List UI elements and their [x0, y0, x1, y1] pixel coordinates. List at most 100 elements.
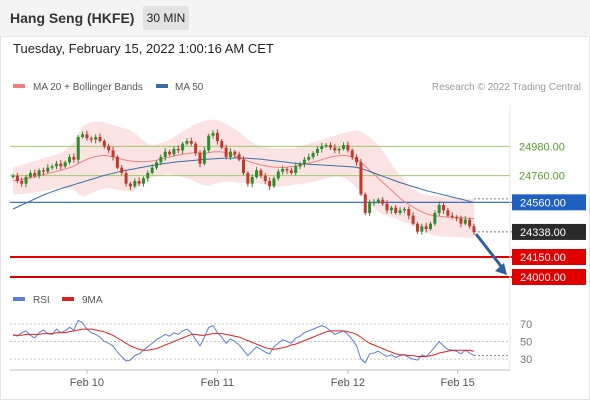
candle-body	[50, 166, 54, 168]
resistance-label: 24760.00	[519, 171, 565, 183]
candle-body	[176, 149, 180, 151]
candle-body	[59, 163, 63, 167]
candle-body	[342, 145, 346, 149]
candle-body	[424, 226, 428, 229]
candle-body	[107, 146, 111, 151]
candle-body	[368, 202, 372, 213]
candle-body	[268, 181, 272, 187]
candle-body	[442, 205, 446, 211]
candle-body	[76, 137, 80, 160]
candle-body	[376, 199, 380, 203]
candle-body	[11, 175, 15, 177]
candle-body	[394, 207, 398, 213]
instrument-title: Hang Seng (HKFE)	[10, 10, 135, 26]
candle-body	[237, 154, 241, 160]
candle-body	[120, 167, 124, 173]
candle-body	[355, 157, 359, 163]
candle-body	[211, 133, 215, 136]
candle-body	[81, 134, 85, 137]
rsi-tick-label: 50	[520, 337, 532, 349]
candle-body	[68, 157, 72, 163]
candle-body	[320, 146, 324, 149]
last-price-box	[512, 223, 586, 240]
candle-body	[215, 133, 219, 141]
candle-body	[285, 169, 289, 171]
candle-body	[33, 173, 37, 176]
pivot-label: 24560.00	[520, 197, 566, 209]
rsi-ma-legend-swatch	[62, 297, 74, 301]
candle-body	[159, 157, 163, 163]
candle-body	[250, 177, 254, 184]
candle-body	[242, 159, 245, 173]
candle-body	[41, 170, 45, 172]
x-tick-label: Feb 10	[70, 377, 104, 389]
candle-body	[20, 181, 24, 184]
candle-body	[128, 183, 132, 187]
candle-body	[294, 166, 298, 173]
candle-body	[141, 178, 145, 184]
candle-body	[311, 153, 315, 157]
bollinger-legend-label: MA 20 + Bollinger Bands	[33, 82, 143, 93]
candle-body	[255, 170, 259, 177]
support-label-box	[512, 249, 586, 265]
candle-body	[272, 178, 276, 187]
rsi-ma-line	[13, 328, 475, 357]
candle-body	[359, 162, 363, 195]
candle-body	[102, 141, 106, 147]
candle-body	[85, 134, 89, 139]
candle-body	[415, 223, 419, 232]
chart-datetime: Tuesday, February 15, 2022 1:00:16 AM CE…	[13, 41, 274, 56]
candle-body	[433, 213, 437, 224]
candle-body	[298, 163, 302, 167]
candle-body	[337, 149, 341, 151]
rsi-tick-label: 70	[520, 319, 532, 331]
rsi-legend-label: RSI	[33, 295, 50, 306]
candle-body	[181, 143, 185, 151]
candle-body	[407, 209, 411, 216]
candle-body	[402, 209, 406, 211]
rsi-tick-label: 30	[520, 354, 532, 366]
candle-body	[220, 141, 224, 148]
candle-body	[468, 219, 472, 227]
candle-body	[324, 145, 328, 147]
candle-body	[381, 199, 385, 204]
candle-body	[276, 171, 280, 179]
candle-body	[420, 226, 424, 232]
candle-body	[459, 218, 463, 224]
candle-body	[185, 141, 189, 144]
candle-body	[150, 167, 154, 173]
candle-body	[385, 203, 389, 211]
support-label-box	[512, 269, 586, 285]
candle-body	[389, 207, 393, 211]
support-label: 24150.00	[520, 252, 566, 264]
candle-body	[472, 226, 476, 232]
candle-body	[455, 217, 459, 219]
candle-body	[315, 149, 319, 153]
candle-body	[202, 150, 206, 164]
x-tick-label: Feb 11	[201, 377, 234, 389]
candle-body	[194, 143, 198, 153]
support-label: 24000.00	[520, 272, 566, 284]
candle-body	[28, 173, 32, 177]
candle-body	[450, 215, 454, 217]
candle-body	[37, 170, 41, 176]
interval-button[interactable]: 30 MIN	[143, 6, 189, 30]
candle-body	[346, 145, 350, 151]
candle-body	[115, 157, 119, 168]
candle-body	[233, 151, 237, 155]
candle-body	[133, 181, 137, 187]
resistance-label: 24980.00	[519, 141, 565, 153]
last-price-label: 24338.00	[520, 227, 566, 239]
candle-body	[146, 173, 150, 179]
candle-body	[246, 173, 250, 184]
candle-body	[372, 202, 376, 204]
ma50-legend-swatch	[156, 84, 168, 88]
x-tick-label: Feb 12	[331, 377, 365, 389]
forecast-arrow-shaft	[474, 233, 506, 271]
candle-body	[398, 210, 402, 213]
candle-body	[94, 137, 98, 140]
rsi-line	[12, 319, 475, 364]
candle-body	[263, 175, 267, 181]
x-tick-label: Feb 15	[441, 377, 475, 389]
